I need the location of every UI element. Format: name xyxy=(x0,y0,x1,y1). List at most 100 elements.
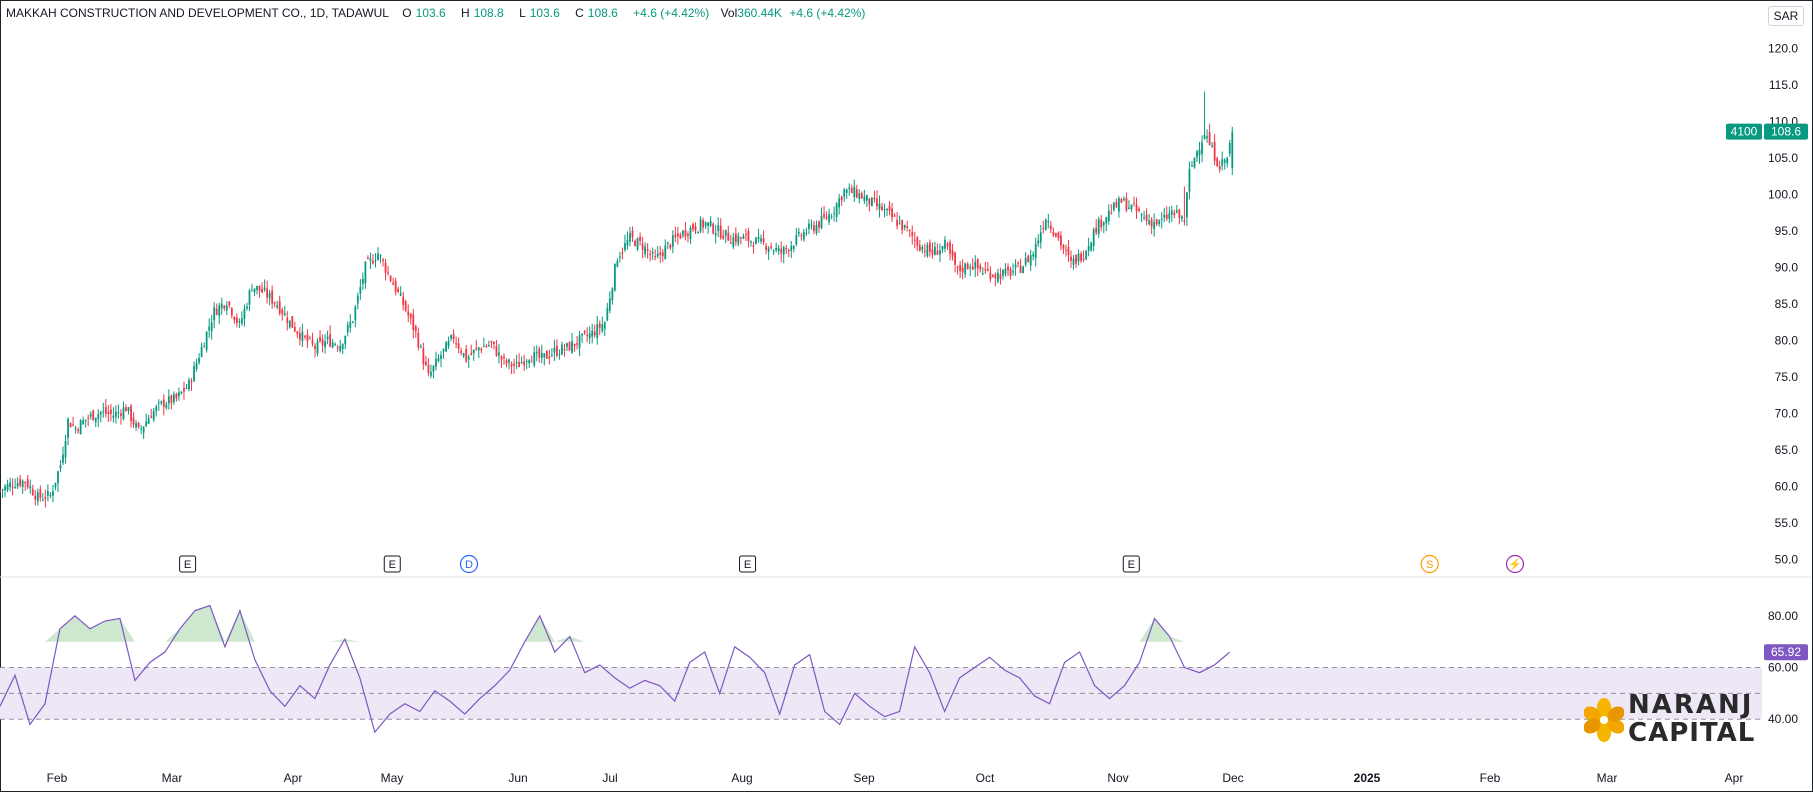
candle-body xyxy=(397,288,400,292)
candle-body xyxy=(1075,254,1077,264)
candle-body xyxy=(389,275,392,281)
candle-body xyxy=(535,351,538,354)
candle-body xyxy=(1168,213,1171,219)
candle-body xyxy=(649,253,652,255)
candle-body xyxy=(908,230,911,232)
candle-body xyxy=(893,215,896,217)
rsi-overbought-fill xyxy=(569,636,585,642)
candle-body xyxy=(727,232,730,241)
candle-body xyxy=(36,492,39,502)
candle-body xyxy=(611,288,614,301)
earnings-marker[interactable] xyxy=(1122,555,1140,573)
candle-body xyxy=(24,482,27,484)
candle-body xyxy=(787,249,790,252)
candle-body xyxy=(288,320,291,328)
candle-body xyxy=(472,349,475,354)
currency-button[interactable]: SAR xyxy=(1768,6,1804,26)
candle-body xyxy=(997,272,999,282)
candle-body xyxy=(800,235,803,237)
candle-body xyxy=(266,288,269,298)
ohlc-open: O 103.6 xyxy=(402,6,449,20)
candle-body xyxy=(142,426,145,433)
candle-body xyxy=(578,335,581,349)
candle-body xyxy=(767,248,770,252)
rsi-overbought-fill xyxy=(329,639,345,642)
time-axis-tick: Sep xyxy=(853,771,875,785)
candle-body xyxy=(263,287,266,290)
rsi-overbought-fill xyxy=(74,615,90,642)
candle-body xyxy=(419,346,422,348)
candle-body xyxy=(1211,145,1214,147)
candle-body xyxy=(41,499,44,501)
candle-body xyxy=(258,285,261,291)
time-axis-tick: Feb xyxy=(47,771,68,785)
candle-body xyxy=(480,348,483,351)
candle-body xyxy=(760,238,762,242)
candle-body xyxy=(936,250,939,255)
candle-body xyxy=(316,341,319,354)
candle-body xyxy=(576,343,578,345)
candle-body xyxy=(523,361,526,366)
rsi-axis-tick: 60.00 xyxy=(1768,661,1798,675)
candle-body xyxy=(1002,270,1004,276)
candle-body xyxy=(702,220,704,228)
split-marker-label: S xyxy=(1426,559,1433,571)
candle-body xyxy=(853,186,856,198)
earnings-marker[interactable] xyxy=(383,555,401,573)
candle-body xyxy=(994,274,997,279)
earnings-marker-label: E xyxy=(184,559,191,571)
earnings-marker[interactable] xyxy=(739,555,757,573)
candle-body xyxy=(188,379,190,390)
candle-body xyxy=(1203,135,1206,139)
candle-body xyxy=(321,339,324,346)
candle-body xyxy=(356,295,359,304)
candle-body xyxy=(1226,157,1229,164)
candle-body xyxy=(717,225,720,231)
rsi-overbought-fill xyxy=(164,628,180,642)
price-change: +4.6 (+4.42%) xyxy=(633,6,710,20)
split-marker[interactable] xyxy=(1420,554,1439,574)
candle-body xyxy=(855,189,858,198)
brand-name-line1: NARANJ xyxy=(1628,690,1754,720)
candle-body xyxy=(1145,214,1148,221)
candle-body xyxy=(1087,246,1090,251)
candle-body xyxy=(644,246,647,255)
candle-body xyxy=(750,241,752,243)
chart-header: MAKKAH CONSTRUCTION AND DEVELOPMENT CO.,… xyxy=(6,6,869,20)
candle-body xyxy=(1027,256,1030,263)
candle-body xyxy=(989,272,992,280)
candle-body xyxy=(1198,149,1201,156)
candle-body xyxy=(500,356,503,360)
candle-body xyxy=(1165,214,1168,219)
candle-body xyxy=(450,335,452,339)
countdown-box xyxy=(1726,123,1762,140)
candle-body xyxy=(813,225,815,232)
price-axis-tick: 55.0 xyxy=(1775,516,1799,530)
time-axis-tick: Mar xyxy=(1597,771,1618,785)
candle-body xyxy=(52,491,54,496)
candle-body xyxy=(850,188,853,193)
candle-body xyxy=(583,331,586,333)
candle-body xyxy=(868,198,871,205)
candle-body xyxy=(598,323,601,328)
dividend-marker[interactable] xyxy=(459,554,479,574)
candle-body xyxy=(409,313,412,319)
candle-body xyxy=(1009,268,1012,276)
symbol-title[interactable]: MAKKAH CONSTRUCTION AND DEVELOPMENT CO.,… xyxy=(6,6,389,20)
candle-body xyxy=(1100,219,1103,228)
candle-body xyxy=(1044,219,1047,230)
candle-body xyxy=(180,391,183,394)
candle-body xyxy=(104,406,107,414)
candle-body xyxy=(586,334,589,337)
candle-body xyxy=(268,293,271,299)
candle-body xyxy=(1173,212,1176,216)
candle-body xyxy=(1130,204,1133,210)
candle-body xyxy=(651,251,654,254)
news-marker[interactable] xyxy=(1505,554,1525,574)
candle-body xyxy=(991,275,994,277)
earnings-marker[interactable] xyxy=(179,555,197,573)
candle-body xyxy=(135,423,137,428)
candle-body xyxy=(1095,227,1098,233)
candle-body xyxy=(525,360,528,362)
